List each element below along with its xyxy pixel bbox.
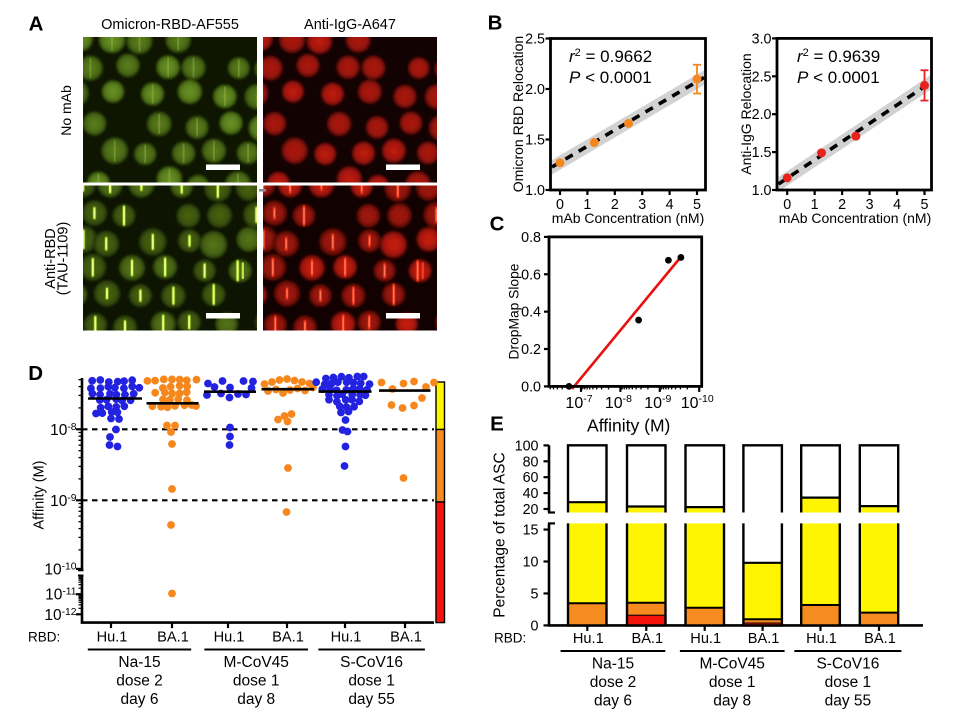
- svg-text:0: 0: [556, 197, 564, 213]
- svg-text:P < 0.0001: P < 0.0001: [797, 68, 880, 87]
- svg-text:1: 1: [583, 197, 591, 213]
- svg-text:Anti-IgG-A647: Anti-IgG-A647: [304, 17, 396, 33]
- svg-text:60: 60: [523, 470, 539, 486]
- svg-text:15: 15: [523, 523, 539, 539]
- svg-text:20: 20: [523, 502, 539, 518]
- svg-text:Hu.1: Hu.1: [690, 631, 721, 647]
- svg-text:BA.1: BA.1: [390, 630, 422, 646]
- svg-text:mAb Concentration (nM): mAb Concentration (nM): [552, 210, 705, 226]
- svg-text:mAb Concentration (nM): mAb Concentration (nM): [779, 210, 932, 226]
- svg-text:0: 0: [531, 618, 539, 634]
- svg-text:BA.1: BA.1: [157, 630, 189, 646]
- svg-text:r2 = 0.9662: r2 = 0.9662: [569, 47, 652, 66]
- svg-text:3: 3: [866, 197, 874, 213]
- svg-text:BA.1: BA.1: [272, 630, 304, 646]
- svg-text:DropMap Slope: DropMap Slope: [507, 263, 522, 359]
- svg-text:dose 1: dose 1: [709, 674, 756, 691]
- svg-text:5: 5: [693, 197, 701, 213]
- svg-text:P < 0.0001: P < 0.0001: [569, 68, 652, 87]
- svg-text:day 6: day 6: [121, 691, 159, 708]
- svg-text:5: 5: [921, 197, 929, 213]
- svg-text:day 8: day 8: [237, 691, 275, 708]
- svg-text:B: B: [488, 12, 503, 35]
- svg-text:Affinity (M): Affinity (M): [587, 416, 670, 436]
- svg-text:3: 3: [638, 197, 646, 213]
- svg-text:day 6: day 6: [594, 693, 632, 710]
- svg-text:Hu.1: Hu.1: [806, 631, 837, 647]
- svg-text:dose 2: dose 2: [590, 674, 637, 691]
- svg-text:A: A: [29, 13, 44, 36]
- svg-text:C: C: [490, 213, 505, 236]
- svg-text:Na-15: Na-15: [592, 656, 634, 673]
- svg-text:Hu.1: Hu.1: [331, 630, 362, 646]
- svg-text:100: 100: [515, 438, 539, 454]
- svg-text:1.0: 1.0: [752, 183, 772, 199]
- svg-text:2.5: 2.5: [752, 69, 772, 85]
- svg-text:0: 0: [783, 197, 791, 213]
- svg-text:0.6: 0.6: [521, 267, 541, 283]
- svg-text:1.5: 1.5: [752, 145, 772, 161]
- svg-text:Hu.1: Hu.1: [573, 631, 604, 647]
- svg-text:No mAb: No mAb: [58, 85, 74, 136]
- svg-text:Anti-IgG Relocation: Anti-IgG Relocation: [738, 53, 754, 174]
- svg-text:40: 40: [523, 486, 539, 502]
- svg-text:5: 5: [531, 586, 539, 602]
- svg-text:RBD:: RBD:: [28, 630, 60, 645]
- svg-text:Hu.1: Hu.1: [97, 630, 128, 646]
- svg-text:3.0: 3.0: [752, 31, 772, 47]
- svg-text:0.2: 0.2: [521, 342, 541, 358]
- svg-text:10: 10: [523, 555, 539, 571]
- svg-text:4: 4: [893, 197, 901, 213]
- svg-text:Omicron-RBD-AF555: Omicron-RBD-AF555: [101, 17, 239, 33]
- svg-text:D: D: [28, 362, 43, 385]
- svg-text:(TAU-1109): (TAU-1109): [56, 222, 72, 296]
- svg-text:M-CoV45: M-CoV45: [699, 656, 764, 673]
- svg-text:4: 4: [666, 197, 674, 213]
- svg-text:Hu.1: Hu.1: [214, 630, 245, 646]
- svg-text:1: 1: [811, 197, 819, 213]
- svg-text:0.8: 0.8: [521, 230, 541, 246]
- svg-text:day 8: day 8: [713, 693, 751, 710]
- svg-text:M-CoV45: M-CoV45: [223, 654, 288, 671]
- svg-text:day 55: day 55: [825, 693, 872, 710]
- svg-text:2.0: 2.0: [752, 107, 772, 123]
- svg-text:RBD:: RBD:: [494, 631, 526, 646]
- svg-text:0.0: 0.0: [521, 379, 541, 395]
- svg-text:2: 2: [838, 197, 846, 213]
- svg-text:Percentage of total ASC: Percentage of total ASC: [492, 452, 509, 617]
- svg-text:1.0: 1.0: [525, 183, 545, 199]
- svg-text:S-CoV16: S-CoV16: [816, 656, 879, 673]
- svg-text:BA.1: BA.1: [864, 631, 896, 647]
- svg-text:Omicron RBD Relocation: Omicron RBD Relocation: [510, 36, 526, 192]
- svg-text:80: 80: [523, 454, 539, 470]
- svg-text:dose 1: dose 1: [233, 673, 280, 690]
- svg-text:Na-15: Na-15: [118, 654, 160, 671]
- svg-text:S-CoV16: S-CoV16: [340, 654, 403, 671]
- svg-text:E: E: [490, 412, 504, 435]
- svg-text:1.5: 1.5: [525, 133, 545, 149]
- svg-text:BA.1: BA.1: [631, 631, 663, 647]
- svg-text:r2 = 0.9639: r2 = 0.9639: [797, 47, 880, 66]
- svg-text:2.5: 2.5: [525, 32, 545, 48]
- svg-text:Anti-RBD: Anti-RBD: [43, 228, 59, 288]
- svg-text:dose 2: dose 2: [116, 673, 163, 690]
- svg-text:2: 2: [611, 197, 619, 213]
- svg-text:2.0: 2.0: [525, 82, 545, 98]
- svg-text:dose 1: dose 1: [825, 674, 872, 691]
- svg-text:dose 1: dose 1: [348, 673, 395, 690]
- svg-text:0.4: 0.4: [521, 305, 541, 321]
- svg-text:BA.1: BA.1: [748, 631, 780, 647]
- svg-text:day 55: day 55: [348, 691, 395, 708]
- svg-text:Affinity (M): Affinity (M): [32, 460, 48, 529]
